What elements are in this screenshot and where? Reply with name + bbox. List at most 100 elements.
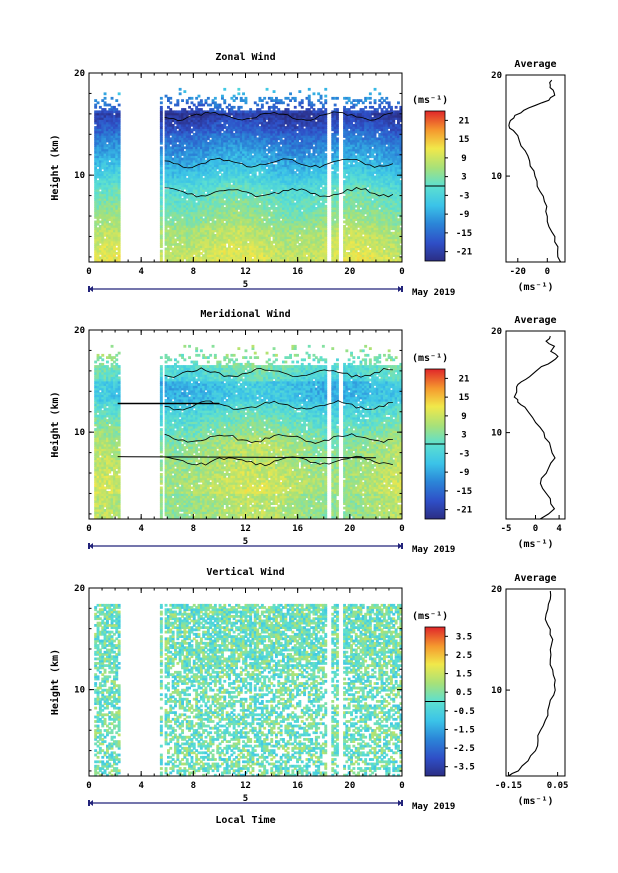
heatmap-cell [94, 200, 98, 204]
heatmap-cell [108, 103, 112, 107]
heatmap-cell [101, 200, 105, 204]
heatmap-cell [117, 157, 121, 161]
heatmap-cell [159, 164, 163, 168]
heatmap-cell [167, 200, 170, 204]
heatmap-cell [115, 216, 119, 219]
heatmap-cell [169, 202, 173, 206]
heatmap-cell [103, 209, 107, 213]
heatmap-cell [169, 227, 173, 231]
heatmap-cell [94, 245, 98, 248]
heatmap-cell [117, 222, 121, 226]
heatmap-cell [103, 256, 107, 260]
heatmap-cell [176, 175, 180, 179]
heatmap-cell [103, 96, 107, 100]
heatmap-cell [181, 238, 184, 242]
heatmap-cell [101, 108, 105, 111]
heatmap-cell [167, 184, 170, 188]
heatmap-cell [108, 189, 112, 192]
heatmap-cell [171, 222, 175, 226]
heatmap-cell [181, 234, 184, 237]
heatmap-cell [176, 227, 180, 231]
heatmap-cell [113, 191, 116, 195]
heatmap-cell [106, 200, 109, 204]
heatmap-cell [113, 130, 116, 134]
heatmap-cell [106, 130, 109, 134]
heatmap-cell [178, 207, 182, 210]
heatmap-cell [169, 218, 173, 222]
heatmap-cell [98, 245, 102, 248]
heatmap-cell [108, 249, 112, 253]
heatmap-cell [101, 173, 105, 177]
heatmap-cell [181, 252, 184, 255]
heatmap-cell [101, 159, 105, 163]
heatmap-cell [176, 153, 180, 156]
heatmap-cell [159, 96, 163, 100]
heatmap-cell [115, 155, 119, 159]
heatmap-cell [96, 186, 100, 190]
heatmap-cell [106, 243, 109, 246]
heatmap-cell [167, 135, 170, 138]
heatmap-cell [164, 189, 168, 192]
heatmap-cell [103, 202, 107, 206]
heatmap-cell [164, 204, 168, 208]
heatmap-cell [101, 112, 105, 116]
heatmap-cell [183, 132, 187, 136]
heatmap-cell [108, 238, 112, 242]
heatmap-cell [159, 171, 163, 174]
heatmap-cell [101, 121, 105, 125]
heatmap-cell [183, 198, 187, 201]
heatmap-cell [171, 234, 175, 237]
heatmap-cell [94, 128, 98, 132]
heatmap-cell [176, 123, 180, 127]
heatmap-cell [178, 171, 182, 174]
heatmap-cell [98, 240, 102, 244]
heatmap-cell [103, 110, 107, 114]
heatmap-cell [181, 186, 184, 190]
heatmap-cell [159, 119, 163, 123]
heatmap-cell [106, 164, 109, 168]
heatmap-cell [171, 216, 175, 219]
heatmap-cell [181, 128, 184, 132]
heatmap-cell [101, 256, 105, 260]
heatmap-cell [108, 171, 112, 174]
heatmap-cell [174, 168, 177, 172]
heatmap-cell [263, 96, 267, 100]
heatmap-cell [181, 139, 184, 143]
heatmap-cell [117, 144, 121, 147]
heatmap-cell [106, 182, 109, 186]
heatmap-cell [103, 227, 107, 231]
heatmap-cell [159, 236, 163, 240]
heatmap-cell [181, 177, 184, 181]
heatmap-cell [108, 112, 112, 116]
heatmap-cell [178, 234, 182, 237]
heatmap-cell [167, 204, 170, 208]
heatmap-cell [181, 110, 184, 114]
heatmap-cell [96, 110, 100, 114]
heatmap-cell [117, 117, 121, 120]
heatmap-cell [183, 112, 187, 116]
heatmap-cell [115, 247, 119, 251]
heatmap-cell [178, 218, 182, 222]
heatmap-cell [98, 148, 102, 152]
heatmap-cell [113, 123, 116, 127]
heatmap-cell [98, 209, 102, 213]
heatmap-cell [115, 139, 119, 143]
heatmap-cell [110, 159, 114, 163]
heatmap-cell [117, 202, 121, 206]
heatmap-cell [174, 249, 177, 253]
heatmap-cell [115, 209, 119, 213]
heatmap-cell [171, 236, 175, 240]
heatmap-cell [178, 177, 182, 181]
heatmap-cell [176, 254, 180, 257]
heatmap-cell [106, 153, 109, 156]
heatmap-cell [94, 209, 98, 213]
heatmap-cell [174, 135, 177, 138]
heatmap-cell [169, 157, 173, 161]
heatmap-cell [110, 186, 114, 190]
heatmap-cell [181, 245, 184, 248]
heatmap-cell [103, 207, 107, 210]
heatmap-cell [169, 112, 173, 116]
heatmap-cell [169, 182, 173, 186]
heatmap-cell [108, 254, 112, 257]
heatmap-cell [167, 254, 170, 257]
